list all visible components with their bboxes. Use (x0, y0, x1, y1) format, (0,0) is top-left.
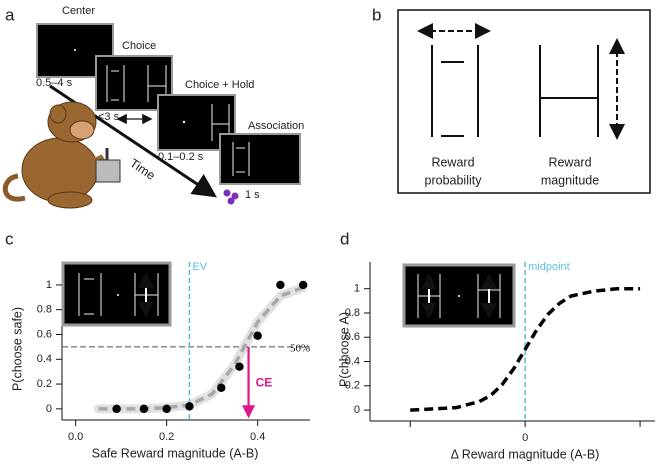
x-tick-label: 0.4 (250, 431, 265, 443)
x-axis-label: Δ Reward magnitude (A-B) (451, 447, 600, 461)
y-tick-label: 1 (46, 279, 52, 291)
screen (219, 133, 301, 185)
inset-c (61, 261, 172, 327)
task-panel: Time Center 0.5–4 s Choice <3 s Choice +… (2, 5, 304, 209)
ce-label: CE (256, 376, 273, 390)
step-time: <3 s (98, 111, 120, 123)
step-time: 1 s (245, 189, 260, 201)
y-tick-label: 0.8 (345, 307, 360, 319)
x-axis-label: Safe Reward magnitude (A-B) (92, 446, 259, 460)
data-point (185, 402, 194, 411)
y-tick-label: 0 (46, 403, 52, 415)
inset-d (402, 263, 516, 328)
step-label: Center (62, 5, 95, 17)
juice-drops (223, 189, 239, 205)
x-tick-label: 0.0 (68, 431, 83, 443)
data-point (112, 404, 121, 414)
panel-label: b (372, 5, 381, 24)
step-time: 0.5–4 s (36, 77, 73, 89)
panel-label: d (340, 229, 349, 248)
y-tick-label: 1 (354, 283, 360, 295)
panel-label: c (5, 229, 14, 248)
y-tick-label: 0.4 (37, 353, 52, 365)
cue-panel: Reward probability Reward magnitude (397, 9, 651, 194)
step-time: 0.1–0.2 s (158, 151, 204, 163)
cue (106, 65, 167, 102)
step-label: Choice + Hold (185, 79, 254, 91)
fixation (182, 120, 186, 124)
data-point (235, 362, 244, 371)
reference-label: midpoint (528, 261, 570, 273)
data-point (253, 331, 262, 340)
y-tick-label: 0.4 (345, 355, 360, 367)
cue-label: magnitude (541, 173, 599, 187)
panel-frame (397, 9, 651, 194)
y-tick-label: 0.6 (345, 331, 360, 343)
y-tick-label: 0.2 (345, 380, 360, 392)
magnitude-cue (539, 45, 599, 137)
data-line (410, 286, 641, 412)
panel-label: a (5, 5, 15, 24)
reference-label: EV (192, 261, 207, 273)
x-tick-label: 0.2 (159, 431, 174, 443)
step-label: Association (248, 120, 304, 132)
fit-line (98, 285, 304, 411)
y-tick-label: 0 (354, 404, 360, 416)
y-axis-label: P(chhoose A) (337, 312, 351, 387)
monkey (2, 101, 121, 209)
fixation (74, 49, 76, 51)
step-label: Choice (122, 40, 156, 52)
cue-label: probability (425, 173, 483, 187)
data-point (276, 280, 285, 290)
cue (232, 142, 250, 176)
cue-label: Reward (431, 155, 474, 169)
y-axis-label: P(choose safe) (10, 307, 24, 391)
probability-cue (431, 45, 479, 137)
cue-label: Reward (548, 155, 591, 169)
y-tick-label: 0.8 (37, 304, 52, 316)
reference-label: 50% (290, 342, 310, 354)
data-point (162, 404, 171, 414)
x-tick-label: 0 (522, 432, 528, 444)
data-point (298, 280, 308, 290)
data-point (217, 383, 226, 392)
time-label: Time (127, 156, 158, 183)
y-tick-label: 0.2 (37, 378, 52, 390)
data-point (139, 404, 149, 414)
y-tick-label: 0.6 (37, 328, 52, 340)
